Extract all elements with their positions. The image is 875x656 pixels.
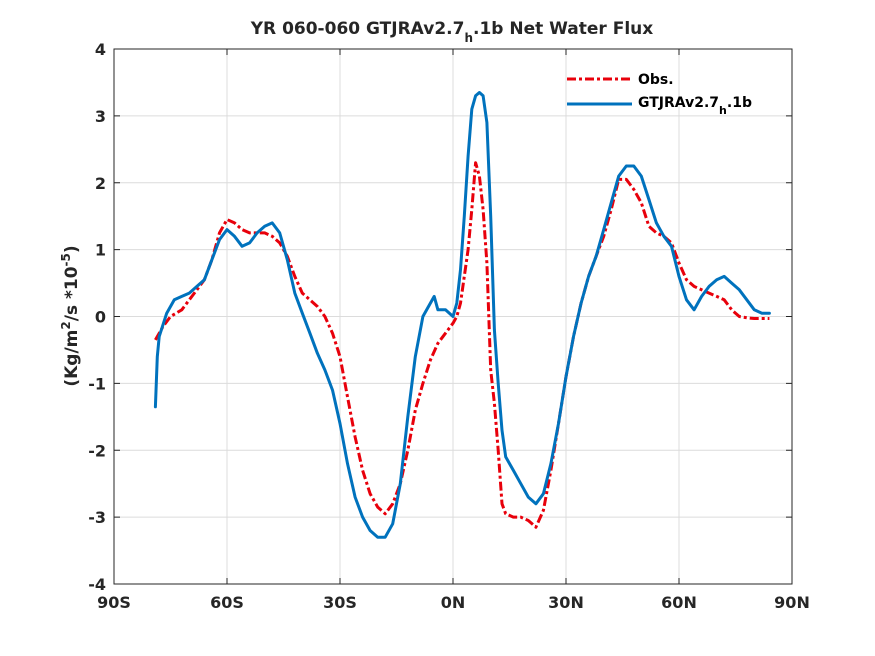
series-line-model bbox=[153, 91, 771, 539]
x-tick-label: 30N bbox=[548, 593, 584, 612]
x-tick-label: 0N bbox=[441, 593, 466, 612]
y-tick-label: 1 bbox=[95, 241, 106, 260]
y-tick-label: 0 bbox=[95, 308, 106, 327]
series-line-obs bbox=[154, 161, 770, 529]
y-tick-label: 3 bbox=[95, 107, 106, 126]
axis-ticks bbox=[113, 48, 793, 585]
x-tick-labels: 90S 60S 30S 0N 30N 60N 90N bbox=[97, 593, 810, 612]
y-tick-label: -2 bbox=[88, 441, 106, 460]
y-tick-labels: -4 -3 -2 -1 0 1 2 3 4 bbox=[88, 40, 106, 594]
legend: Obs. GTJRAv2.7h.1b bbox=[567, 72, 752, 117]
x-tick-label: 90S bbox=[97, 593, 131, 612]
y-tick-label: 4 bbox=[95, 40, 106, 59]
series-lines bbox=[153, 91, 771, 539]
x-tick-label: 30S bbox=[323, 593, 357, 612]
y-axis-label: (Kg/m2/s *10-5) bbox=[59, 245, 82, 386]
y-tick-label: 2 bbox=[95, 174, 106, 193]
legend-label-obs: Obs. bbox=[638, 72, 674, 88]
y-tick-label: -3 bbox=[88, 508, 106, 527]
x-tick-label: 60S bbox=[210, 593, 244, 612]
chart-title: YR 060-060 GTJRAv2.7h.1b Net Water Flux bbox=[250, 19, 654, 45]
y-tick-label: -1 bbox=[88, 374, 106, 393]
legend-label-model: GTJRAv2.7h.1b bbox=[638, 95, 752, 117]
x-tick-label: 90N bbox=[774, 593, 810, 612]
y-tick-label: -4 bbox=[88, 575, 106, 594]
x-tick-label: 60N bbox=[661, 593, 697, 612]
